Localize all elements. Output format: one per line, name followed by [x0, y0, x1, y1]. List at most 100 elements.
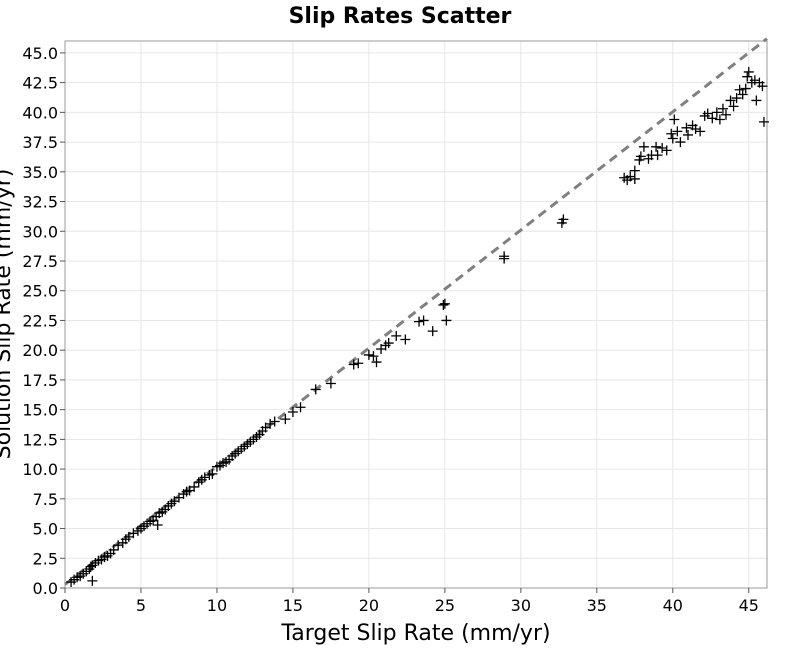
data-points — [66, 66, 769, 588]
data-point — [363, 349, 374, 360]
data-point — [635, 151, 646, 162]
data-point — [128, 528, 139, 539]
y-tick-label: 2.5 — [33, 549, 58, 568]
data-point — [348, 359, 359, 370]
y-tick-label: 40.0 — [22, 103, 58, 122]
data-point — [751, 95, 762, 106]
data-point — [441, 315, 452, 326]
data-point — [391, 330, 402, 341]
y-tick-label: 10.0 — [22, 460, 58, 479]
data-point — [672, 126, 683, 137]
data-point — [427, 326, 438, 337]
data-point — [638, 141, 649, 152]
x-tick-label: 45 — [739, 596, 759, 615]
y-tick-label: 0.0 — [33, 579, 58, 598]
data-point — [189, 481, 200, 492]
y-tick-label: 42.5 — [22, 74, 58, 93]
data-point — [152, 519, 163, 530]
data-point — [651, 141, 662, 152]
data-point — [108, 544, 119, 555]
x-tick-label: 30 — [511, 596, 531, 615]
reference-line — [64, 37, 768, 586]
y-tick-label: 15.0 — [22, 401, 58, 420]
y-tick-label: 32.5 — [22, 193, 58, 212]
data-point — [661, 145, 672, 156]
data-point — [737, 89, 748, 100]
data-point — [702, 108, 713, 119]
data-point — [265, 418, 276, 429]
y-tick-label: 45.0 — [22, 44, 58, 63]
y-tick-label: 37.5 — [22, 133, 58, 152]
data-point — [295, 402, 306, 413]
data-point — [728, 101, 739, 112]
data-point — [652, 150, 663, 161]
x-tick-label: 20 — [359, 596, 379, 615]
data-point — [280, 414, 291, 425]
data-point — [558, 214, 569, 225]
data-point — [400, 334, 411, 345]
data-point — [690, 123, 701, 134]
data-point — [681, 122, 692, 133]
data-point — [418, 315, 429, 326]
data-point — [717, 103, 728, 114]
data-point — [438, 299, 449, 310]
data-point — [657, 143, 668, 154]
data-point — [310, 384, 321, 395]
data-point — [667, 133, 678, 144]
data-point — [499, 251, 510, 262]
data-point — [758, 116, 769, 127]
data-point — [199, 472, 210, 483]
data-point — [269, 416, 280, 427]
data-point — [743, 66, 754, 77]
y-tick-label: 17.5 — [22, 371, 58, 390]
grid — [64, 41, 767, 589]
data-point — [625, 171, 636, 182]
data-point — [749, 75, 760, 86]
x-tick-label: 0 — [60, 596, 70, 615]
data-point — [383, 338, 394, 349]
y-tick-label: 22.5 — [22, 311, 58, 330]
data-point — [439, 298, 450, 309]
y-tick-label: 7.5 — [33, 490, 58, 509]
x-tick-label: 15 — [283, 596, 303, 615]
data-point — [740, 83, 751, 94]
data-point — [666, 128, 677, 139]
x-axis-label: Target Slip Rate (mm/yr) — [280, 621, 550, 646]
plot-area — [64, 40, 768, 589]
data-point — [757, 81, 768, 92]
data-point — [714, 114, 725, 125]
data-point — [207, 468, 218, 479]
chart-title: Slip Rates Scatter — [289, 4, 512, 29]
data-point — [353, 358, 364, 369]
y-tick-label: 12.5 — [22, 430, 58, 449]
y-axis-label: Solution Slip Rate (mm/yr) — [0, 169, 16, 460]
data-point — [414, 316, 425, 327]
data-point — [707, 113, 718, 124]
data-point — [742, 71, 753, 82]
data-point — [675, 137, 686, 148]
data-point — [629, 165, 640, 176]
data-point — [731, 93, 742, 104]
data-point — [720, 109, 731, 120]
data-point — [287, 407, 298, 418]
data-point — [725, 95, 736, 106]
y-tick-label: 5.0 — [33, 520, 58, 539]
data-point — [325, 378, 336, 389]
y-tick-label: 20.0 — [22, 341, 58, 360]
x-tick-label: 10 — [207, 596, 227, 615]
y-tick-label: 25.0 — [22, 282, 58, 301]
x-tick-label: 25 — [435, 596, 455, 615]
x-tick-label: 5 — [136, 596, 146, 615]
x-tick-label: 35 — [587, 596, 607, 615]
y-tick-label: 35.0 — [22, 163, 58, 182]
y-tick-label: 27.5 — [22, 252, 58, 271]
x-tick-label: 40 — [663, 596, 683, 615]
data-point — [682, 129, 693, 140]
data-point — [669, 114, 680, 125]
data-point — [711, 107, 722, 118]
y-tick-label: 30.0 — [22, 222, 58, 241]
data-point — [113, 540, 124, 551]
data-point — [371, 357, 382, 368]
